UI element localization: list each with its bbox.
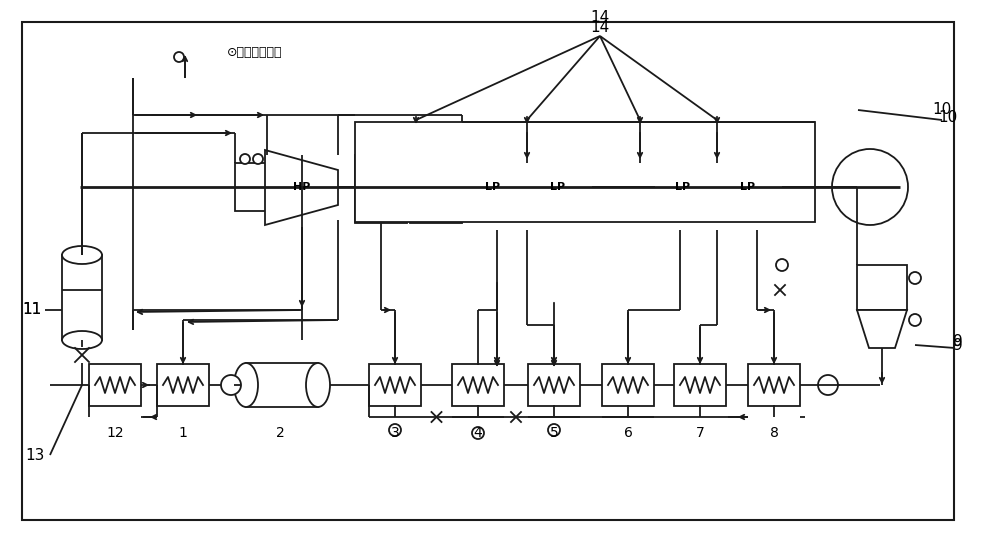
Circle shape [909, 314, 921, 326]
Bar [410, 155, 462, 223]
Circle shape [661, 145, 671, 155]
Bar [355, 155, 407, 223]
Circle shape [438, 145, 448, 155]
Text: ⊙对外供热抽气: ⊙对外供热抽气 [227, 45, 283, 59]
Polygon shape [465, 160, 527, 215]
Text: LP: LP [740, 182, 756, 192]
Circle shape [760, 145, 770, 155]
Polygon shape [265, 150, 338, 225]
Circle shape [363, 145, 373, 155]
Bar [622, 163, 654, 211]
Circle shape [472, 427, 484, 439]
Text: 2: 2 [276, 426, 284, 440]
Bar [355, 122, 815, 222]
Text: 14: 14 [590, 20, 610, 36]
Circle shape [788, 145, 798, 155]
Bar [522, 163, 532, 211]
Bar [452, 364, 504, 406]
Circle shape [377, 145, 387, 155]
Bar [528, 364, 580, 406]
Text: 9: 9 [953, 335, 963, 350]
Circle shape [818, 375, 838, 395]
Circle shape [389, 424, 401, 436]
Circle shape [253, 154, 263, 164]
Ellipse shape [62, 331, 102, 349]
Text: 13: 13 [25, 447, 45, 463]
Circle shape [174, 52, 184, 62]
Bar [369, 364, 421, 406]
Circle shape [776, 259, 788, 271]
Bar [235, 163, 267, 211]
Bar [432, 163, 464, 211]
Bar [748, 364, 800, 406]
Bar [857, 265, 907, 310]
Text: LP: LP [485, 182, 501, 192]
Text: 4: 4 [474, 426, 482, 440]
Ellipse shape [234, 363, 258, 407]
Bar [674, 364, 726, 406]
Circle shape [452, 145, 462, 155]
Bar [712, 163, 722, 211]
Circle shape [832, 149, 908, 225]
Bar [62, 255, 102, 340]
Text: 6: 6 [624, 426, 632, 440]
Ellipse shape [306, 363, 330, 407]
Text: 10: 10 [938, 110, 958, 125]
Polygon shape [717, 160, 782, 215]
Circle shape [556, 145, 566, 155]
Polygon shape [655, 160, 717, 215]
Ellipse shape [62, 246, 102, 264]
Bar [782, 163, 814, 211]
Text: LP: LP [550, 182, 566, 192]
Text: 11: 11 [22, 302, 42, 317]
Circle shape [240, 154, 250, 164]
Circle shape [221, 375, 241, 395]
Circle shape [485, 145, 495, 155]
Polygon shape [527, 160, 592, 215]
Circle shape [548, 424, 560, 436]
Bar [89, 364, 141, 406]
Circle shape [746, 145, 756, 155]
Text: 9: 9 [953, 337, 963, 352]
Text: LP: LP [675, 182, 691, 192]
Text: 10: 10 [932, 102, 952, 118]
Circle shape [675, 145, 685, 155]
Circle shape [432, 145, 442, 155]
Circle shape [471, 145, 481, 155]
Text: HP: HP [293, 182, 311, 192]
Circle shape [628, 145, 638, 155]
Text: 7: 7 [696, 426, 704, 440]
Bar [246, 363, 318, 407]
Circle shape [642, 145, 652, 155]
Text: 11: 11 [22, 302, 42, 317]
Bar [157, 364, 209, 406]
Text: 12: 12 [106, 426, 124, 440]
Text: 1: 1 [179, 426, 187, 440]
Circle shape [909, 272, 921, 284]
Bar [602, 364, 654, 406]
Polygon shape [857, 310, 907, 348]
Text: 3: 3 [391, 426, 399, 440]
Text: 5: 5 [550, 426, 558, 440]
Circle shape [802, 145, 812, 155]
Circle shape [570, 145, 580, 155]
Circle shape [418, 145, 428, 155]
Text: 14: 14 [590, 10, 610, 26]
Text: 8: 8 [770, 426, 778, 440]
